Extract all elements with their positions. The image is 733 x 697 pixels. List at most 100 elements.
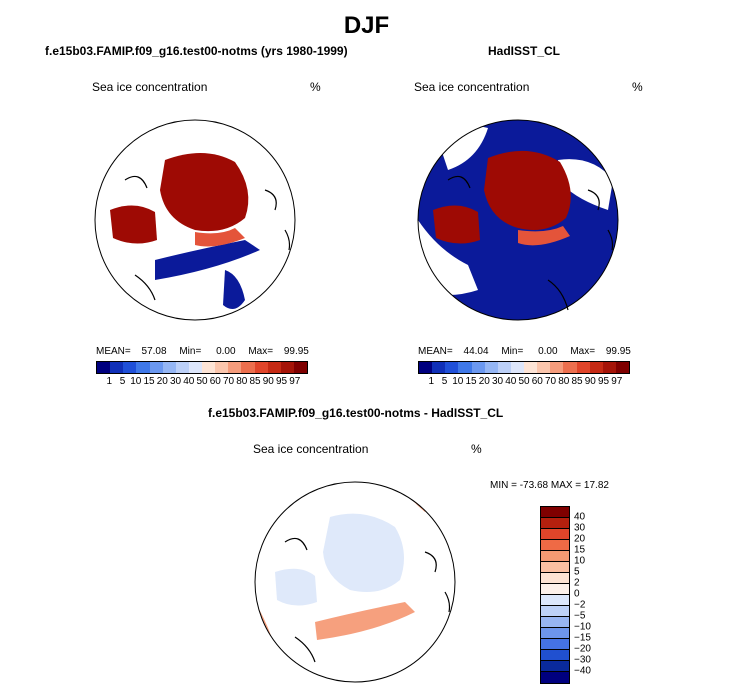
panel1-colorbar-tick-label: 20 (156, 376, 168, 387)
panel2-units-label: % (632, 80, 643, 94)
panel3-colorbar-tick-label: 5 (574, 566, 580, 578)
panel1-subtitle: f.e15b03.FAMIP.f09_g16.test00-notms (yrs… (45, 44, 348, 58)
panel2-colorbar-ticks: 1 5 10 15 20 30 40 50 60 70 80 85 90 95 97 (418, 376, 630, 388)
panel3-minmax: MIN = -73.68 MAX = 17.82 (490, 480, 609, 491)
panel1-colorbar-tick-label: 97 (289, 376, 301, 387)
panel1-max-label: Max= (248, 346, 274, 357)
panel3-colorbar-swatch (541, 595, 569, 606)
panel1-ocean-baltic (223, 270, 245, 309)
panel2-colorbar-swatch (615, 362, 629, 373)
panel2-subtitle: HadISST_CL (488, 44, 561, 58)
panel1-units-label: % (310, 80, 321, 94)
panel1-colorbar-swatch (188, 362, 202, 373)
panel1-stats: MEAN= 57.08 Min= 0.00 Max= 99.95 (96, 346, 309, 357)
panel3-diff-central (323, 513, 404, 593)
panel1-colorbar-tick-label: 10 (130, 376, 142, 387)
panel3-colorbar-swatch (541, 540, 569, 551)
panel2-colorbar-tick-label: 90 (584, 376, 596, 387)
panel1-colorbar-tick-label: 30 (169, 376, 182, 387)
panel1-colorbar-swatch (267, 362, 281, 373)
panel1-ice-hudson (110, 205, 157, 244)
panel2-colorbar-tick-label: 10 (452, 376, 464, 387)
panel2-colorbar-tick-label: 70 (544, 376, 557, 387)
panel3-colorbar-tick-label: 0 (574, 588, 580, 600)
panel2-colorbar-swatch (432, 362, 446, 373)
panel1-colorbar-tick-label: 90 (262, 376, 274, 387)
panel1-colorbar-tick-label: 1 (106, 376, 113, 387)
panel1-variable-label: Sea ice concentration (92, 80, 208, 94)
panel3-colorbar-tick-label: −15 (574, 632, 591, 644)
panel2-colorbar-swatch (576, 362, 590, 373)
panel2-colorbar-swatch (510, 362, 524, 373)
panel3-colorbar (540, 506, 570, 684)
panel3-colorbar-swatch (541, 672, 569, 683)
panel2-colorbar-tick-label: 1 (428, 376, 435, 387)
panel2-colorbar-swatch (550, 362, 564, 373)
panel3-colorbar-tick-label: 40 (574, 511, 586, 523)
panel2-min-value: 0.00 (538, 346, 558, 357)
panel1-colorbar-swatch (162, 362, 176, 373)
panel2-colorbar-swatch (419, 362, 433, 373)
panel2-colorbar-tick-label: 60 (531, 376, 543, 387)
panel2-colorbar-swatch (497, 362, 511, 373)
panel3-diff-hudson (275, 568, 317, 606)
panel2-stats: MEAN= 44.04 Min= 0.00 Max= 99.95 (418, 346, 631, 357)
panel1-min-label: Min= (179, 346, 202, 357)
panel2-colorbar-swatch (563, 362, 577, 373)
panel3-colorbar-swatch (541, 562, 569, 573)
panel3-colorbar-tick-label: 30 (574, 522, 586, 534)
panel3-colorbar-tick-label: 20 (574, 533, 586, 545)
panel3-colorbar-swatch (541, 529, 569, 540)
panel1-coastlines (124, 175, 291, 301)
panel2-colorbar-tick-label: 40 (505, 376, 517, 387)
panel3-subtitle: f.e15b03.FAMIP.f09_g16.test00-notms - Ha… (208, 406, 504, 420)
panel3-colorbar-tick-label: −30 (574, 654, 591, 666)
panel2-mean-label: MEAN= (418, 346, 453, 357)
panel3-colorbar-swatch (541, 584, 569, 595)
panel1-colorbar-swatch (97, 362, 111, 373)
panel2-colorbar-tick-label: 5 (441, 376, 448, 387)
panel3-colorbar-tick-label: −40 (574, 665, 591, 677)
panel2-coastlines (447, 175, 614, 311)
panel3-map (254, 481, 456, 683)
panel2-colorbar-swatch (537, 362, 551, 373)
panel1-mean-value: 57.08 (141, 346, 167, 357)
panel3-colorbar-swatch (541, 606, 569, 617)
panel2-colorbar (418, 361, 630, 374)
panel1-colorbar-tick-label: 70 (222, 376, 235, 387)
panel2-max-label: Max= (570, 346, 596, 357)
panel1-colorbar-swatch (215, 362, 229, 373)
panel2-ice-edge (518, 226, 570, 246)
panel3-colorbar-tick-label: −5 (574, 610, 586, 622)
panel2-colorbar-tick-label: 85 (571, 376, 583, 387)
panel2-map-border (417, 119, 619, 321)
panel2-colorbar-swatch (602, 362, 616, 373)
panel1-colorbar-swatch (293, 362, 307, 373)
panel2-variable-label: Sea ice concentration (414, 80, 530, 94)
panel1-colorbar-swatch (175, 362, 189, 373)
panel1-colorbar-tick-label: 85 (249, 376, 261, 387)
panel2-min-label: Min= (501, 346, 524, 357)
panel1-map (94, 119, 296, 321)
panel1-mean-label: MEAN= (96, 346, 131, 357)
panel2-colorbar-tick-label: 97 (611, 376, 623, 387)
panel1-min-value: 0.00 (216, 346, 236, 357)
panel1-colorbar-tick-label: 5 (119, 376, 126, 387)
panel2-map (417, 119, 619, 321)
panel2-land-ne (558, 159, 613, 210)
panel1-colorbar-tick-label: 80 (236, 376, 248, 387)
panel2-mean-value: 44.04 (463, 346, 489, 357)
panel2-colorbar-tick-label: 50 (518, 376, 530, 387)
panel3-colorbar-tick-label: −20 (574, 643, 591, 655)
page-title: DJF (343, 12, 390, 39)
panel3-colorbar-swatch (541, 617, 569, 628)
panel2-colorbar-swatch (458, 362, 472, 373)
panel3-colorbar-tick-label: −10 (574, 621, 591, 633)
panel2-ice-hudson (433, 205, 480, 244)
panel2-colorbar-swatch (484, 362, 498, 373)
panel3-diff-barents (315, 602, 415, 640)
panel1-colorbar-swatch (110, 362, 124, 373)
panel1-colorbar-tick-label: 40 (183, 376, 195, 387)
panel2-colorbar-swatch (471, 362, 485, 373)
panel3-units-label: % (471, 442, 482, 456)
